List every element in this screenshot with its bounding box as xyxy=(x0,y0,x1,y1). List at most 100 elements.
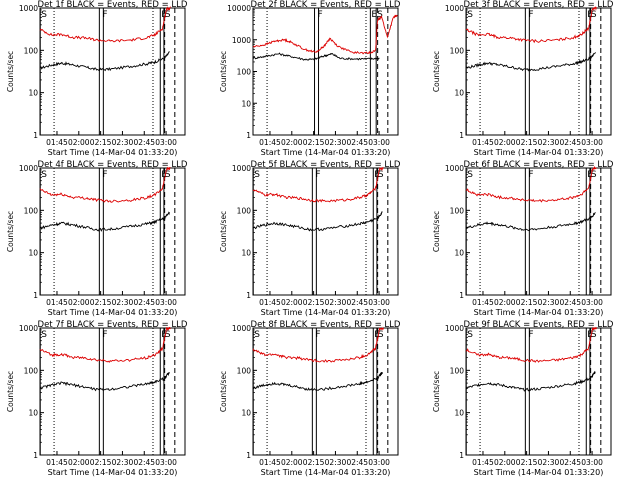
det-9f-ylabel: Counts/sec xyxy=(432,371,441,412)
det-1f-plot: Det 1f BLACK = Events, RED = LLD 1 10 100 10… xyxy=(6,0,188,157)
det-6f-xtick-label: 02:00 xyxy=(494,298,516,307)
det-1f-marker-label: S xyxy=(165,10,171,20)
det-9f-ytick-label: 1 xyxy=(459,451,464,460)
det-8f-xtick-label: 02:00 xyxy=(281,458,303,467)
det-2f-xtick-label: 02:00 xyxy=(281,138,303,147)
det-2f-xtick-label: 01:45 xyxy=(259,138,281,147)
det-4f-xlabel: Start Time (14-Mar-04 01:33:20) xyxy=(48,308,178,317)
det-5f-ytick-label: 1 xyxy=(246,291,251,300)
det-2f-xtick-label: 02:30 xyxy=(325,138,347,147)
det-1f-xtick-label: 02:45 xyxy=(133,138,155,147)
det-5f-xtick-label: 01:45 xyxy=(259,298,281,307)
det-4f-xtick-label: 02:00 xyxy=(68,298,90,307)
det-9f-ytick-label: 10 xyxy=(454,409,464,418)
det-9f-xlabel: Start Time (14-Mar-04 01:33:20) xyxy=(474,468,604,477)
det-6f-xtick-label: 03:00 xyxy=(581,298,603,307)
det-8f-ytick-label: 1000 xyxy=(232,324,251,333)
det-4f-xtick-label: 02:15 xyxy=(90,298,112,307)
det-2f-ytick-label: 100 xyxy=(237,68,252,77)
det-4f-xtick-label: 02:30 xyxy=(112,298,134,307)
det-2f-xtick-label: 02:15 xyxy=(303,138,325,147)
det-3f-series-events xyxy=(465,52,596,72)
det-1f-xlabel: Start Time (14-Mar-04 01:33:20) xyxy=(48,148,178,157)
det-6f-ylabel: Counts/sec xyxy=(432,211,441,252)
det-3f-ytick-label: 10 xyxy=(454,89,464,98)
det-5f-marker-label: F xyxy=(315,170,320,180)
det-2f-series-lld xyxy=(252,14,398,55)
det-3f-xtick-label: 02:30 xyxy=(538,138,560,147)
det-8f-xtick-label: 02:15 xyxy=(303,458,325,467)
det-2f-marker-label: S xyxy=(377,10,383,20)
det-4f-marker-label: S xyxy=(41,170,47,180)
det-2f-series-events xyxy=(252,52,380,62)
det-8f-frame xyxy=(252,327,399,456)
det-2f-ylabel: Counts/sec xyxy=(219,51,228,92)
det-5f-xtick-label: 02:15 xyxy=(303,298,325,307)
det-7f-xtick-label: 02:15 xyxy=(90,458,112,467)
det-6f-marker-label: S xyxy=(467,170,473,180)
det-1f-ytick-label: 10 xyxy=(28,89,38,98)
det-3f-xtick-label: 01:45 xyxy=(472,138,494,147)
det-9f-marker-label: S xyxy=(591,330,597,340)
det-6f-xlabel: Start Time (14-Mar-04 01:33:20) xyxy=(474,308,604,317)
det-1f-xtick-label: 02:00 xyxy=(68,138,90,147)
det-8f-plot: Det 8f BLACK = Events, RED = LLD 1 10 100 10… xyxy=(219,320,401,477)
det-7f-marker-label: S xyxy=(41,330,47,340)
det-8f-ytick-label: 100 xyxy=(237,366,252,375)
det-3f-series-lld xyxy=(465,6,597,44)
det-3f-marker-label: S xyxy=(591,10,597,20)
det-8f-xtick-label: 02:45 xyxy=(346,458,368,467)
det-9f-xtick-label: 02:45 xyxy=(559,458,581,467)
det-3f-xtick-label: 02:45 xyxy=(559,138,581,147)
det-6f-series-lld xyxy=(465,165,597,203)
det-7f-ytick-label: 1 xyxy=(33,451,38,460)
det-4f-marker-label: S xyxy=(165,170,171,180)
det-3f-marker-label: F xyxy=(528,10,533,20)
det-5f-marker-label: S xyxy=(254,170,260,180)
det-3f-xtick-label: 02:15 xyxy=(516,138,538,147)
det-4f-series-events xyxy=(39,211,170,232)
det-2f-xtick-label: 03:00 xyxy=(368,138,390,147)
det-6f-xtick-label: 01:45 xyxy=(472,298,494,307)
det-9f-series-events xyxy=(465,370,596,392)
det-4f-series-lld xyxy=(39,166,171,203)
det-7f-ytick-label: 10 xyxy=(28,409,38,418)
det-8f-marker-label: F xyxy=(315,330,320,340)
det-4f-xtick-label: 02:45 xyxy=(133,298,155,307)
det-9f-series-lld xyxy=(465,326,597,363)
det-3f-ylabel: Counts/sec xyxy=(432,51,441,92)
det-7f-xtick-label: 01:45 xyxy=(46,458,68,467)
det-8f-title: Det 8f BLACK = Events, RED = LLD xyxy=(251,320,401,330)
det-2f-ytick-label: 10000 xyxy=(227,4,251,13)
det-8f-xtick-label: 02:30 xyxy=(325,458,347,467)
det-2f-ytick-label: 10 xyxy=(241,99,251,108)
det-6f-xtick-label: 02:30 xyxy=(538,298,560,307)
det-2f-plot: Det 2f BLACK = Events, RED = LLD 1 10 100 10… xyxy=(219,0,401,157)
det-9f-frame xyxy=(465,327,612,456)
det-5f-ytick-label: 1000 xyxy=(232,164,251,173)
det-7f-series-lld xyxy=(39,326,171,363)
det-4f-xtick-label: 03:00 xyxy=(155,298,177,307)
det-4f-frame xyxy=(39,167,186,296)
det-2f-ytick-label: 1000 xyxy=(232,36,251,45)
det-7f-title: Det 7f BLACK = Events, RED = LLD xyxy=(38,320,188,330)
det-5f-xtick-label: 02:45 xyxy=(346,298,368,307)
det-8f-marker-label: S xyxy=(378,330,384,340)
det-1f-marker-label: F xyxy=(102,10,107,20)
det-7f-ytick-label: 1000 xyxy=(19,324,38,333)
det-5f-xtick-label: 02:00 xyxy=(281,298,303,307)
det-1f-xtick-label: 03:00 xyxy=(155,138,177,147)
det-3f-title: Det 3f BLACK = Events, RED = LLD xyxy=(464,0,614,10)
det-5f-xlabel: Start Time (14-Mar-04 01:33:20) xyxy=(261,308,391,317)
det-9f-ytick-label: 1000 xyxy=(445,324,464,333)
det-5f-series-lld xyxy=(252,167,384,203)
det-7f-ytick-label: 100 xyxy=(24,366,39,375)
det-4f-ylabel: Counts/sec xyxy=(6,211,15,252)
det-5f-plot: Det 5f BLACK = Events, RED = LLD 1 10 100 10… xyxy=(219,160,401,317)
det-8f-xtick-label: 03:00 xyxy=(368,458,390,467)
det-4f-xtick-label: 01:45 xyxy=(46,298,68,307)
det-1f-series-lld xyxy=(39,5,171,43)
det-9f-marker-label: S xyxy=(467,330,473,340)
det-1f-ylabel: Counts/sec xyxy=(6,51,15,92)
det-8f-xlabel: Start Time (14-Mar-04 01:33:20) xyxy=(261,468,391,477)
